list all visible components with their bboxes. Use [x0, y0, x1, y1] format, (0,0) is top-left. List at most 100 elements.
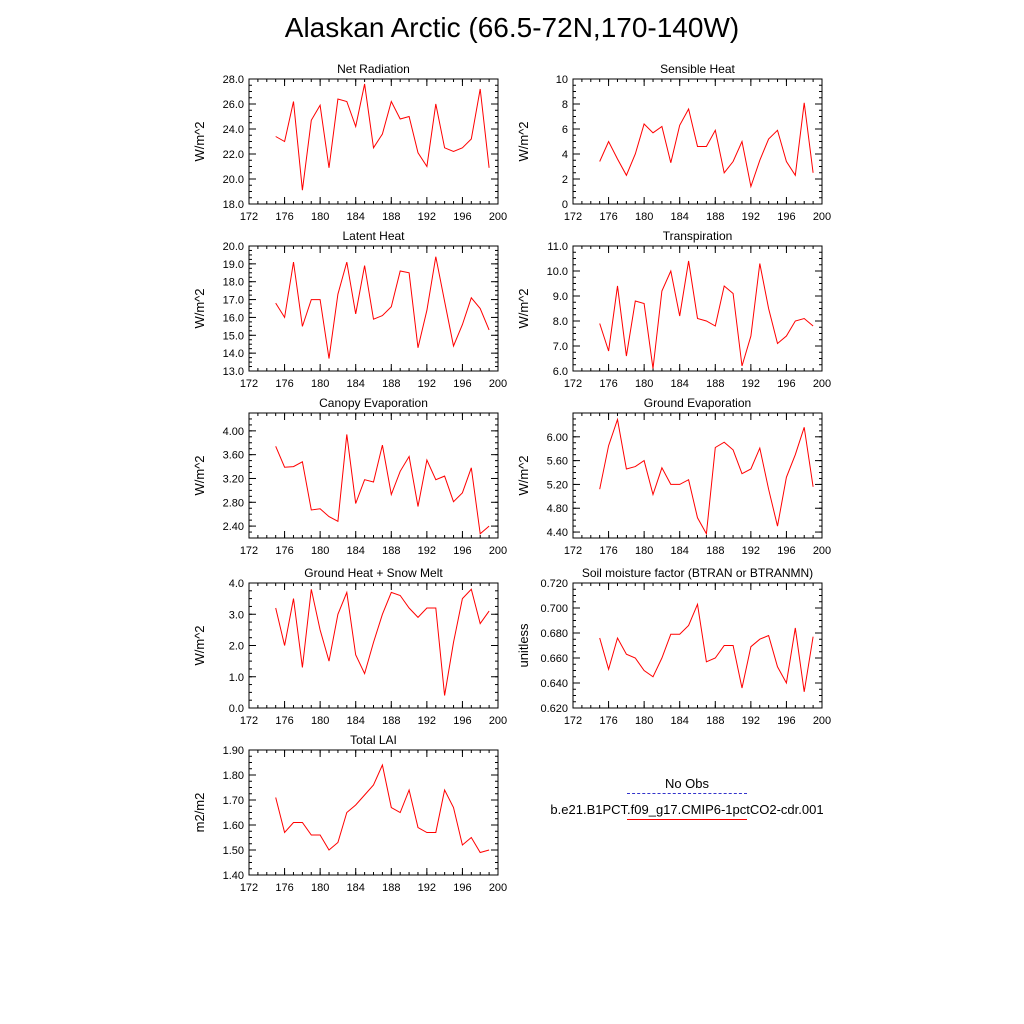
y-tick-label: 0.620 — [540, 703, 568, 715]
x-tick-label: 180 — [635, 715, 653, 727]
y-tick-label: 19.0 — [223, 259, 244, 271]
x-tick-label: 200 — [489, 715, 507, 727]
plot-frame — [572, 78, 823, 205]
series-line — [599, 417, 814, 536]
y-tick-label: 20.0 — [223, 241, 244, 253]
y-tick-label: 14.0 — [223, 348, 244, 360]
y-tick-label: 3.0 — [229, 609, 244, 621]
x-tick-label: 184 — [347, 715, 365, 727]
y-axis-label: W/m^2 — [516, 288, 531, 328]
legend-label-model: b.e21.B1PCT.f09_g17.CMIP6-1pctCO2-cdr.00… — [550, 802, 824, 817]
x-tick-label: 196 — [453, 378, 471, 390]
x-tick-label: 200 — [813, 378, 831, 390]
y-tick-label: 6 — [562, 124, 568, 136]
x-tick-label: 172 — [564, 545, 582, 557]
panel-title: Total LAI — [350, 733, 397, 747]
x-tick-label: 176 — [275, 882, 293, 894]
legend-line-model — [627, 819, 747, 820]
y-tick-label: 1.40 — [223, 870, 244, 882]
x-tick-label: 188 — [382, 378, 400, 390]
panel-sensible-heat: Sensible Heat W/m^2 172 176 180 184 188 192 196 2… — [516, 62, 831, 223]
series-line — [275, 588, 490, 696]
x-tick-label: 184 — [347, 378, 365, 390]
x-tick-label: 196 — [453, 882, 471, 894]
y-tick-label: 6.0 — [553, 366, 568, 378]
y-tick-label: 28.0 — [223, 74, 244, 86]
y-tick-label: 22.0 — [223, 149, 244, 161]
y-axis-label: m2/m2 — [192, 793, 207, 833]
x-tick-label: 180 — [635, 545, 653, 557]
x-tick-label: 176 — [599, 545, 617, 557]
y-tick-label: 2 — [562, 174, 568, 186]
x-tick-label: 188 — [706, 715, 724, 727]
panel-net-radiation: Net Radiation W/m^2 172 176 180 184 188 192 196 2… — [192, 62, 507, 223]
series-line — [599, 602, 814, 692]
x-tick-label: 200 — [813, 211, 831, 223]
x-tick-label: 184 — [671, 211, 689, 223]
y-tick-label: 7.0 — [553, 341, 568, 353]
y-axis-label: W/m^2 — [516, 121, 531, 161]
x-tick-label: 180 — [635, 211, 653, 223]
y-tick-label: 5.20 — [547, 479, 568, 491]
x-tick-label: 196 — [777, 545, 795, 557]
y-tick-label: 11.0 — [547, 241, 568, 253]
x-tick-label: 172 — [240, 545, 258, 557]
x-tick-label: 192 — [418, 545, 436, 557]
x-tick-label: 192 — [418, 882, 436, 894]
y-tick-label: 20.0 — [223, 174, 244, 186]
y-tick-label: 26.0 — [223, 99, 244, 111]
y-tick-label: 18.0 — [223, 277, 244, 289]
panel-title: Soil moisture factor (BTRAN or BTRANMN) — [582, 566, 813, 580]
x-tick-label: 192 — [418, 378, 436, 390]
x-tick-label: 176 — [275, 545, 293, 557]
y-tick-label: 8 — [562, 99, 568, 111]
y-axis-label: unitless — [516, 623, 531, 668]
x-tick-label: 188 — [706, 545, 724, 557]
x-tick-label: 172 — [564, 378, 582, 390]
x-tick-label: 184 — [671, 715, 689, 727]
x-tick-label: 196 — [453, 545, 471, 557]
panel-title: Canopy Evaporation — [319, 396, 428, 410]
panel-ground-evaporation: Ground Evaporation W/m^2 172 176 180 184 188 19… — [516, 396, 831, 557]
plot-frame — [572, 245, 823, 372]
x-tick-label: 192 — [742, 211, 760, 223]
plot-frame — [248, 582, 499, 709]
x-tick-label: 176 — [599, 715, 617, 727]
y-tick-label: 1.60 — [223, 820, 244, 832]
y-tick-label: 8.0 — [553, 316, 568, 328]
panel-latent-heat: Latent Heat W/m^2 172 176 180 184 188 192 196 200… — [192, 229, 507, 390]
y-tick-label: 2.40 — [223, 521, 244, 533]
y-tick-label: 1.0 — [229, 672, 244, 684]
legend: No Obs b.e21.B1PCT.f09_g17.CMIP6-1pctCO2… — [512, 776, 862, 828]
y-tick-label: 10 — [556, 74, 568, 86]
x-tick-label: 176 — [275, 211, 293, 223]
x-tick-label: 196 — [777, 211, 795, 223]
x-tick-label: 188 — [382, 715, 400, 727]
y-tick-label: 4.0 — [229, 578, 244, 590]
x-tick-label: 180 — [635, 378, 653, 390]
plot-frame — [572, 412, 823, 539]
x-tick-label: 192 — [742, 715, 760, 727]
x-tick-label: 176 — [599, 378, 617, 390]
x-tick-label: 188 — [382, 211, 400, 223]
y-axis-label: W/m^2 — [192, 288, 207, 328]
x-tick-label: 180 — [311, 715, 329, 727]
series-line — [275, 434, 490, 535]
y-axis-label: W/m^2 — [516, 455, 531, 495]
x-tick-label: 188 — [706, 211, 724, 223]
y-tick-label: 0.680 — [540, 628, 568, 640]
x-tick-label: 180 — [311, 378, 329, 390]
series-line — [599, 102, 814, 189]
panel-title: Net Radiation — [337, 62, 410, 76]
y-tick-label: 3.20 — [223, 473, 244, 485]
panel-soil-moisture-factor-btran-or-btranmn: Soil moisture factor (BTRAN or BTRANMN) u… — [516, 566, 831, 727]
x-tick-label: 192 — [418, 715, 436, 727]
x-tick-label: 192 — [418, 211, 436, 223]
panel-title: Latent Heat — [342, 229, 405, 243]
x-tick-label: 196 — [777, 378, 795, 390]
y-tick-label: 3.60 — [223, 450, 244, 462]
x-tick-label: 184 — [347, 545, 365, 557]
legend-line-obs — [627, 793, 747, 794]
y-tick-label: 4.80 — [547, 503, 568, 515]
